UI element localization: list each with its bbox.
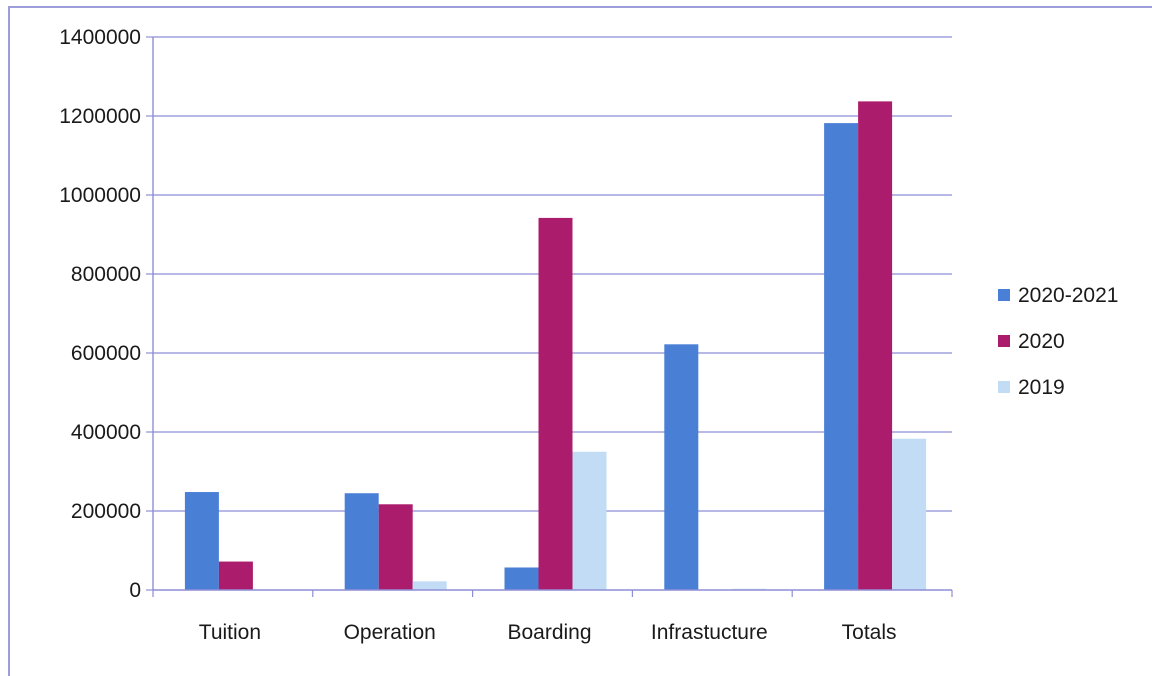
legend: 2020-2021 2020 2019 xyxy=(998,284,1118,399)
bar-2020-Operation xyxy=(378,504,413,590)
legend-swatch xyxy=(998,335,1010,347)
bar-2020-Boarding xyxy=(538,217,573,590)
bar-2020-2021-Operation xyxy=(344,493,379,590)
x-category-label: Operation xyxy=(344,621,436,644)
legend-label: 2020 xyxy=(1018,330,1065,353)
x-category-label: Boarding xyxy=(507,621,591,644)
bars xyxy=(184,101,927,591)
bar-2020-Tuition xyxy=(218,561,253,590)
legend-label: 2020-2021 xyxy=(1018,284,1118,307)
y-tick-label: 0 xyxy=(129,579,141,602)
bar-2019-Totals xyxy=(892,438,927,590)
bar-2020-Totals xyxy=(858,101,893,590)
chart-frame xyxy=(8,6,1152,676)
axes xyxy=(146,36,953,597)
x-category-label: Tuition xyxy=(199,621,261,644)
bar-2019-Operation xyxy=(412,581,447,590)
y-tick-label: 1400000 xyxy=(59,26,141,49)
x-axis-category-labels: Tuition Operation Boarding Infrastucture Tot… xyxy=(199,621,897,644)
y-tick-label: 400000 xyxy=(71,421,141,444)
x-category-label: Infrastucture xyxy=(651,621,768,644)
legend-label: 2019 xyxy=(1018,376,1065,399)
bar-2020-2021-Boarding xyxy=(504,567,539,590)
y-tick-label: 200000 xyxy=(71,500,141,523)
legend-swatch xyxy=(998,289,1010,301)
y-tick-label: 1200000 xyxy=(59,105,141,128)
y-tick-label: 1000000 xyxy=(59,184,141,207)
y-tick-label: 800000 xyxy=(71,263,141,286)
legend-swatch xyxy=(998,381,1010,393)
y-axis-tick-labels: 0 200000 400000 600000 800000 1000000 1200000 1… xyxy=(59,26,141,602)
y-tick-label: 600000 xyxy=(71,342,141,365)
bar-2020-2021-Totals xyxy=(824,123,859,591)
bar-2020-2021-Tuition xyxy=(184,492,219,590)
bar-2020-2021-Infrastucture xyxy=(664,344,699,590)
x-category-label: Totals xyxy=(842,621,897,644)
bar-2019-Boarding xyxy=(572,451,607,590)
